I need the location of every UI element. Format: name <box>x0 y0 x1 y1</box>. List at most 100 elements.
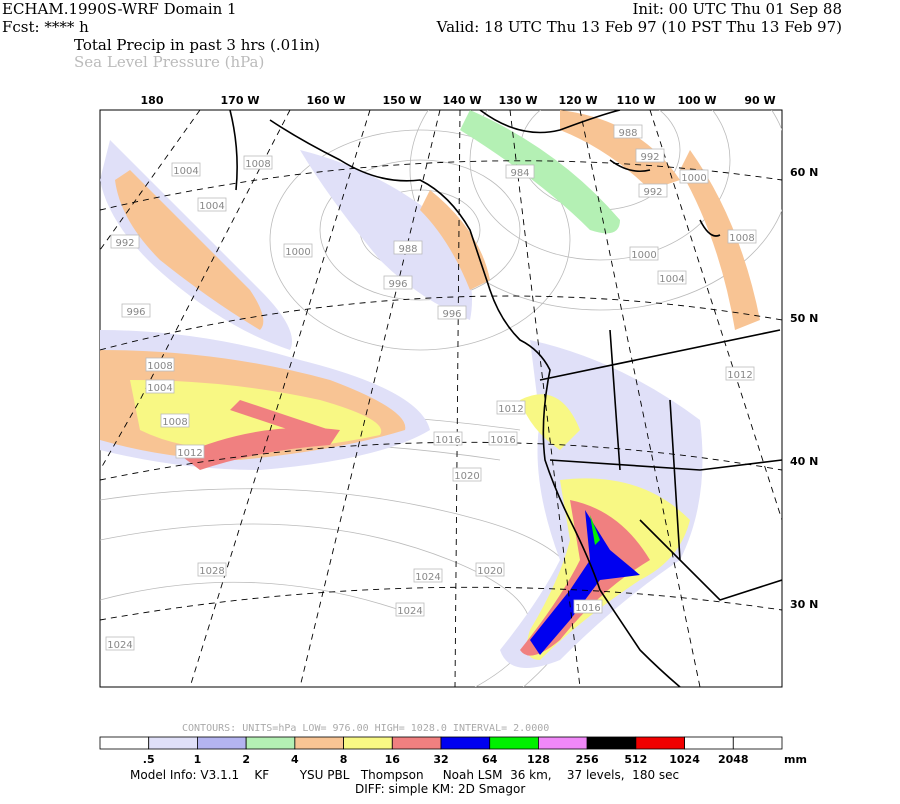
isobar-label: 1000 <box>681 173 706 184</box>
isobar-label: 1008 <box>729 233 754 244</box>
isobar-label: 1004 <box>147 383 172 394</box>
isobar-label-box <box>679 169 709 184</box>
title: ECHAM.1990S-WRF Domain 1 <box>2 0 237 18</box>
isobar-label: 1004 <box>173 166 198 177</box>
colorbar-label: 32 <box>433 753 448 766</box>
isobar-label: 992 <box>115 238 134 249</box>
isobar-label-box <box>505 164 535 179</box>
isobar-label-box <box>383 275 413 290</box>
colorbar-cell <box>586 736 637 750</box>
field-precip: Total Precip in past 3 hrs (.01in) <box>74 36 320 54</box>
colorbar-label: 256 <box>576 753 599 766</box>
lon-label: 150 W <box>383 94 422 107</box>
isobar-label: 1004 <box>659 274 684 285</box>
isobar-label-box <box>727 229 757 244</box>
isobar-label-box <box>638 183 668 198</box>
colorbar-label: 16 <box>385 753 401 766</box>
colorbar-cell <box>732 736 783 750</box>
isobar-label-box <box>110 234 140 249</box>
colorbar-cell <box>391 736 442 750</box>
isobar-label: 1024 <box>107 640 132 651</box>
diff-info: DIFF: simple KM: 2D Smagor <box>355 782 525 796</box>
map <box>99 109 783 688</box>
isobar-label-box <box>395 602 425 617</box>
isobar-label-box <box>437 305 467 320</box>
isobar-label-box <box>243 155 273 170</box>
init-time: Init: 00 UTC Thu 01 Sep 88 <box>632 0 842 18</box>
contour-info: CONTOURS: UNITS=hPa LOW= 976.00 HIGH= 10… <box>182 723 549 734</box>
isobar-label-box <box>433 431 463 446</box>
isobar-label-box <box>629 246 659 261</box>
isobar-label-box <box>105 636 135 651</box>
isobar-label-box <box>197 197 227 212</box>
map-content <box>100 110 782 687</box>
isobar-label-box <box>160 413 190 428</box>
colorbar-cell <box>538 736 588 750</box>
colorbar-label: 4 <box>291 753 299 766</box>
colorbar-label: 1024 <box>669 753 700 766</box>
isobar-label: 984 <box>510 168 529 179</box>
isobar-label-box <box>573 599 603 614</box>
lat-label: 50 N <box>790 312 818 325</box>
isobar-label: 1000 <box>285 247 310 258</box>
isobar-label: 1012 <box>498 404 523 415</box>
isobar-label: 1016 <box>575 603 600 614</box>
isobar-label-box <box>725 366 755 381</box>
colorbar-cell <box>294 736 344 750</box>
forecast-hour: Fcst: **** h <box>2 18 89 36</box>
lon-label: 100 W <box>678 94 717 107</box>
colorbar-cell <box>635 736 685 750</box>
lon-label: 160 W <box>307 94 346 107</box>
valid-time: Valid: 18 UTC Thu 13 Feb 97 (10 PST Thu … <box>436 18 842 36</box>
isobar-label: 1008 <box>245 159 270 170</box>
lon-label: 120 W <box>559 94 598 107</box>
isobar-label-box <box>613 124 643 139</box>
colorbar-units: mm <box>784 753 807 766</box>
isobar-label-box <box>145 357 175 372</box>
graticule <box>100 110 782 687</box>
isobar-label-box <box>171 162 201 177</box>
colorbar-cell <box>148 736 198 750</box>
colorbar-cell <box>684 736 734 750</box>
lat-label: 60 N <box>790 166 818 179</box>
isobar-label-box <box>283 243 313 258</box>
isobar-label: 1008 <box>162 417 187 428</box>
colorbar-cell <box>343 736 393 750</box>
isobar-label-box <box>488 431 518 446</box>
isobar-label: 1024 <box>415 572 440 583</box>
colorbar-cell <box>197 736 247 750</box>
isobar-label: 988 <box>618 128 637 139</box>
isobar-label: 1000 <box>631 250 656 261</box>
lat-label: 40 N <box>790 455 818 468</box>
isobar-label: 1016 <box>435 435 460 446</box>
colorbar-label: 2 <box>242 753 250 766</box>
isobar-label: 996 <box>442 309 461 320</box>
isobar-label: 1024 <box>397 606 422 617</box>
colorbar-label: .5 <box>143 753 155 766</box>
isobar-label-box <box>197 562 227 577</box>
isobar-label-box <box>475 562 505 577</box>
colorbar-cell <box>245 736 296 750</box>
isobar-label-box <box>121 303 151 318</box>
isobar-label: 1020 <box>454 471 479 482</box>
lon-label: 170 W <box>221 94 260 107</box>
isobar-label: 1028 <box>199 566 224 577</box>
isobar-label: 1012 <box>727 370 752 381</box>
colorbar-cell <box>489 736 539 750</box>
lon-label: 140 W <box>443 94 482 107</box>
isobar-label: 1004 <box>199 201 224 212</box>
isobar-label: 988 <box>398 244 417 255</box>
colorbar-cell <box>99 736 150 750</box>
isobar-label: 1020 <box>477 566 502 577</box>
isobar-label: 992 <box>643 187 662 198</box>
lon-label: 130 W <box>499 94 538 107</box>
isobar-label: 1016 <box>490 435 515 446</box>
isobar-label: 1008 <box>147 361 172 372</box>
colorbar-label: 512 <box>624 753 647 766</box>
isobar-label-box <box>496 400 526 415</box>
lon-label: 180 <box>141 94 164 107</box>
colorbar-label: 8 <box>340 753 348 766</box>
precip <box>100 110 760 668</box>
isobar-label-box <box>175 444 205 459</box>
